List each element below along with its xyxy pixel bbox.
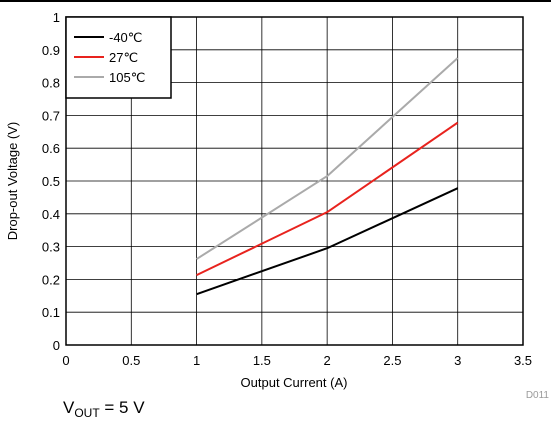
y-tick-label: 0.6 [42, 141, 60, 156]
caption-suffix: = 5 V [99, 398, 145, 417]
x-tick-label: 1 [193, 353, 200, 368]
legend-label: 105℃ [109, 70, 145, 85]
tick-labels: 0 0.5 1 1.5 2 2.5 3 3.5 0 0.1 0.2 0.3 0.4 0.5 0.6 0.7 0.… [42, 10, 532, 368]
legend-label: 27℃ [109, 50, 138, 65]
caption-prefix: V [63, 398, 75, 417]
caption-subscript: OUT [74, 406, 100, 420]
x-tick-label: 1.5 [253, 353, 271, 368]
series-line-1 [196, 121, 459, 277]
output-voltage-caption: VOUT = 5 V [63, 398, 145, 423]
legend-label: -40℃ [109, 30, 142, 45]
series-line-0 [196, 187, 459, 296]
plot-frame [65, 16, 524, 346]
y-axis-label: Drop-out Voltage (V) [5, 122, 20, 241]
x-tick-label: 2.5 [383, 353, 401, 368]
series-line-2 [196, 57, 459, 260]
x-tick-label: 3 [454, 353, 461, 368]
x-tick-label: 3.5 [514, 353, 532, 368]
y-tick-label: 0.4 [42, 207, 60, 222]
y-tick-label: 0.7 [42, 108, 60, 123]
y-tick-label: 0.8 [42, 76, 60, 91]
x-tick-label: 2 [324, 353, 331, 368]
x-tick-label: 0.5 [122, 353, 140, 368]
y-tick-label: 0 [53, 338, 60, 353]
y-tick-label: 0.5 [42, 174, 60, 189]
y-tick-label: 0.1 [42, 305, 60, 320]
figure-id: D011 [526, 390, 550, 401]
series-lines [196, 57, 459, 296]
y-tick-label: 0.9 [42, 43, 60, 58]
legend: -40℃ 27℃ 105℃ [65, 16, 172, 99]
x-axis-label: Output Current (A) [241, 375, 348, 390]
y-tick-label: 1 [53, 10, 60, 25]
x-tick-label: 0 [62, 353, 69, 368]
y-tick-label: 0.2 [42, 272, 60, 287]
top-rule [0, 0, 551, 2]
y-tick-label: 0.3 [42, 240, 60, 255]
